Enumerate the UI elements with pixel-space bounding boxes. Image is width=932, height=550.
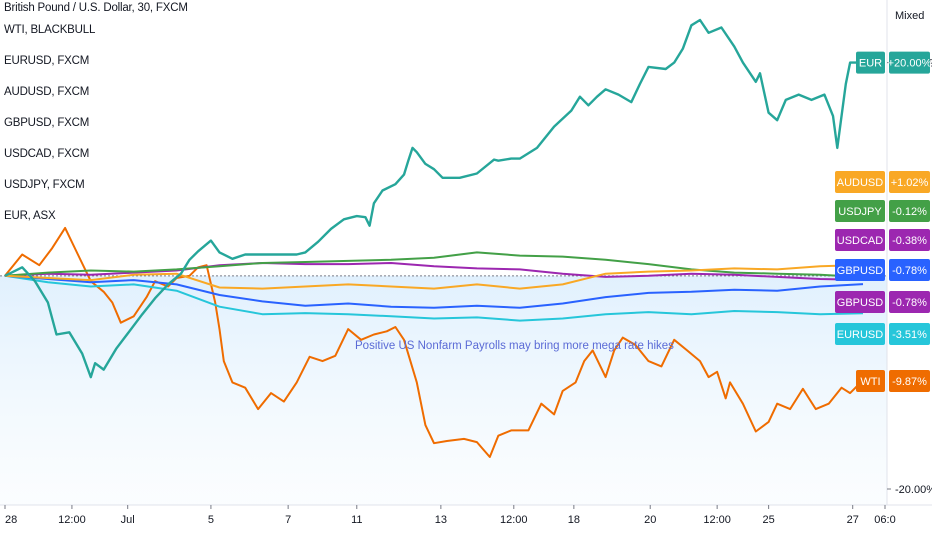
badge-name-label: AUDUSD	[837, 177, 884, 189]
scale-mode-label[interactable]: Mixed	[895, 10, 924, 22]
badge-value-box	[889, 259, 930, 281]
series-line-usdjpy[interactable]	[4, 251, 864, 279]
legend-item-gbpusd[interactable]: GBPUSD, FXCM	[4, 117, 90, 129]
badge-name-box	[835, 259, 885, 281]
badge-value-label: -0.78%	[892, 297, 927, 309]
y-tick-label: -20.00%	[895, 484, 932, 496]
badge-name-box	[856, 51, 885, 74]
badge-value-label: -3.51%	[892, 329, 927, 341]
x-tick-label: 06:0	[874, 514, 895, 526]
legend-item-eur[interactable]: EUR, ASX	[4, 210, 56, 222]
badge-name-box	[856, 370, 885, 393]
badge-value-label: -0.78%	[892, 265, 927, 277]
series-line-eurusd[interactable]	[4, 274, 864, 322]
badge-name-label: USDJPY	[838, 206, 882, 218]
badge-name-box	[835, 323, 885, 345]
x-tick-label: 25	[762, 514, 774, 526]
series-line-wti[interactable]	[4, 226, 864, 458]
badge-value-label: -0.12%	[892, 206, 927, 218]
badge-name-label: GBPUSD	[837, 297, 884, 309]
badge-value-box	[889, 323, 930, 345]
badge-value-box	[889, 370, 930, 393]
badge-name-label: EUR	[859, 58, 882, 70]
badge-name-label: GBPUSD	[837, 265, 884, 277]
x-tick-label: 12:00	[58, 514, 86, 526]
badge-value-box	[889, 229, 930, 251]
series-line-usdcad[interactable]	[4, 262, 864, 281]
x-tick-label: 12:00	[703, 514, 731, 526]
series-lines	[4, 18, 864, 458]
legend-item-usdjpy[interactable]: USDJPY, FXCM	[4, 179, 85, 191]
series-line-eur[interactable]	[4, 18, 863, 379]
chart-annotation[interactable]: Positive US Nonfarm Payrolls may bring m…	[355, 340, 674, 352]
badge-name-label: WTI	[860, 376, 880, 388]
badge-value-box	[889, 171, 930, 193]
x-tick-label: 28	[5, 514, 17, 526]
badge-value-label: +1.02%	[891, 177, 929, 189]
badge-value-label: -0.38%	[892, 235, 927, 247]
x-tick-label: 27	[847, 514, 859, 526]
series-value-badges: EUR +20.00% AUDUSD +1.02% USDJPY -0.12% USDCAD…	[835, 51, 932, 393]
badge-name-label: USDCAD	[837, 235, 884, 247]
legend-item-audusd[interactable]: AUDUSD, FXCM	[4, 86, 90, 98]
badge-value-label: +20.00%	[888, 58, 932, 70]
x-axis-ticks: 28 12:00 Jul 5 7 11 13 12:00 18 20 12:00 25 27 06:0	[4, 505, 896, 526]
legend: British Pound / U.S. Dollar, 30, FXCM WT…	[4, 2, 188, 239]
badge-value-box	[889, 51, 930, 74]
legend-item-wti[interactable]: WTI, BLACKBULL	[4, 24, 96, 36]
series-line-gbpusd[interactable]	[4, 274, 864, 309]
x-tick-label: 18	[568, 514, 580, 526]
legend-item-eurusd[interactable]: EURUSD, FXCM	[4, 55, 90, 67]
chart-title[interactable]: British Pound / U.S. Dollar, 30, FXCM	[4, 2, 188, 14]
badge-value-label: -9.87%	[892, 376, 927, 388]
negative-zone-shading	[0, 275, 887, 505]
badge-name-label: EURUSD	[837, 329, 884, 341]
badge-value-box	[889, 291, 930, 313]
legend-item-usdcad[interactable]: USDCAD, FXCM	[4, 148, 90, 160]
x-tick-label: 5	[208, 514, 214, 526]
badge-name-box	[835, 229, 885, 251]
badge-name-box	[835, 291, 885, 313]
x-tick-label: 13	[435, 514, 447, 526]
x-tick-label: 7	[285, 514, 291, 526]
x-tick-label: 11	[351, 514, 362, 526]
badge-name-box	[835, 171, 885, 193]
series-line-audusd[interactable]	[4, 264, 864, 290]
x-tick-label: 20	[644, 514, 656, 526]
badge-name-box	[835, 200, 885, 222]
x-tick-label: Jul	[121, 514, 135, 526]
x-tick-label: 12:00	[500, 514, 528, 526]
badge-value-box	[889, 200, 930, 222]
